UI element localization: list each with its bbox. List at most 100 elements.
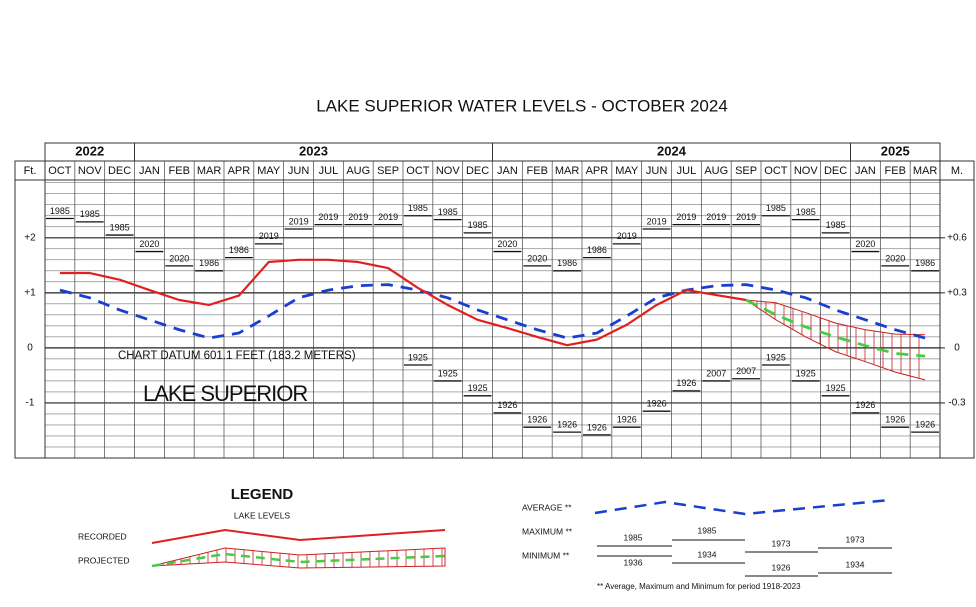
x-tick-label: JUN bbox=[646, 165, 667, 177]
record-year: 1985 bbox=[50, 206, 70, 216]
record-year: 2019 bbox=[676, 212, 696, 222]
y-tick-label: +1 bbox=[24, 287, 36, 298]
record-year: 1926 bbox=[885, 415, 905, 425]
legend-year: 1934 bbox=[846, 559, 865, 569]
record-year: 1926 bbox=[647, 399, 667, 409]
record-year: 1926 bbox=[855, 400, 875, 410]
record-year: 1985 bbox=[408, 203, 428, 213]
series-line bbox=[59, 283, 926, 340]
legend-year: 1985 bbox=[698, 525, 717, 535]
y2-tick-label: +0.6 bbox=[947, 232, 967, 243]
record-year: 1926 bbox=[527, 415, 547, 425]
record-year: 1985 bbox=[826, 220, 846, 230]
x-tick-label: AUG bbox=[704, 165, 728, 177]
record-year: 1985 bbox=[796, 207, 816, 217]
record-year: 2007 bbox=[736, 366, 756, 376]
record-year: 1985 bbox=[468, 220, 488, 230]
legend-subtitle: LAKE LEVELS bbox=[234, 510, 291, 520]
chart-title: LAKE SUPERIOR WATER LEVELS - OCTOBER 202… bbox=[316, 96, 728, 115]
x-tick-label: FEB bbox=[527, 165, 548, 177]
year-label: 2024 bbox=[657, 143, 687, 158]
y-tick-label: +2 bbox=[24, 232, 36, 243]
x-tick-label: JUL bbox=[319, 165, 339, 177]
record-year: 1925 bbox=[438, 368, 458, 378]
record-year: 2019 bbox=[706, 212, 726, 222]
x-tick-label: JAN bbox=[855, 165, 876, 177]
record-year: 2019 bbox=[378, 212, 398, 222]
legend-label: PROJECTED bbox=[78, 555, 129, 565]
legend-title: LEGEND bbox=[231, 486, 294, 503]
y2-axis-label: M. bbox=[951, 165, 963, 177]
legend-band bbox=[151, 547, 446, 569]
x-tick-label: DEC bbox=[108, 165, 131, 177]
x-tick-label: MAR bbox=[913, 165, 938, 177]
legend-label: MINIMUM ** bbox=[522, 550, 570, 560]
record-year: 2020 bbox=[527, 253, 547, 263]
record-year: 1925 bbox=[468, 383, 488, 393]
legend-recorded bbox=[151, 528, 446, 544]
record-year: 1926 bbox=[676, 378, 696, 388]
projection-min bbox=[745, 299, 926, 381]
legend-year: 1973 bbox=[846, 534, 865, 544]
legend-label: MAXIMUM ** bbox=[522, 526, 573, 536]
x-tick-label: JAN bbox=[139, 165, 160, 177]
x-tick-label: DEC bbox=[824, 165, 847, 177]
y-tick-label: 0 bbox=[27, 343, 33, 354]
record-year: 2007 bbox=[706, 368, 726, 378]
record-year: 1925 bbox=[408, 352, 428, 362]
legend-year: 1936 bbox=[624, 557, 643, 567]
record-year: 2019 bbox=[736, 212, 756, 222]
record-year: 2019 bbox=[289, 216, 309, 226]
x-tick-label: NOV bbox=[794, 165, 819, 177]
year-row bbox=[44, 142, 941, 162]
record-year: 1986 bbox=[557, 258, 577, 268]
x-tick-label: DEC bbox=[466, 165, 489, 177]
record-year: 2019 bbox=[318, 212, 338, 222]
x-tick-label: OCT bbox=[48, 165, 72, 177]
record-year: 1985 bbox=[438, 207, 458, 217]
lake-name: LAKE SUPERIOR bbox=[143, 381, 307, 406]
x-tick-label: SEP bbox=[377, 165, 399, 177]
record-year: 1926 bbox=[497, 400, 517, 410]
legend-label: RECORDED bbox=[78, 531, 127, 541]
datum-note: CHART DATUM 601.1 FEET (183.2 METERS) bbox=[118, 350, 356, 362]
x-tick-label: MAR bbox=[555, 165, 580, 177]
x-tick-label: OCT bbox=[406, 165, 430, 177]
series-line bbox=[59, 258, 747, 347]
record-year: 1926 bbox=[557, 420, 577, 430]
record-year: 1985 bbox=[80, 209, 100, 219]
x-tick-label: JUL bbox=[677, 165, 697, 177]
record-year: 2019 bbox=[647, 216, 667, 226]
x-tick-label: JUN bbox=[288, 165, 309, 177]
legend-year: 1926 bbox=[772, 562, 791, 572]
x-tick-label: NOV bbox=[78, 165, 103, 177]
record-year: 1925 bbox=[826, 383, 846, 393]
record-year: 2020 bbox=[169, 253, 189, 263]
projection-max bbox=[746, 299, 926, 336]
record-year: 1985 bbox=[110, 222, 130, 232]
y2-tick-label: +0.3 bbox=[947, 287, 967, 298]
x-tick-label: NOV bbox=[436, 165, 461, 177]
record-year: 1986 bbox=[915, 258, 935, 268]
x-tick-label: MAY bbox=[615, 165, 639, 177]
record-year: 1926 bbox=[617, 415, 637, 425]
x-tick-label: APR bbox=[586, 165, 609, 177]
y-axis-label: Ft. bbox=[24, 165, 37, 177]
year-label: 2023 bbox=[299, 143, 328, 158]
legend-year: 1934 bbox=[698, 549, 717, 559]
record-year: 1925 bbox=[796, 368, 816, 378]
y2-tick-label: -0.3 bbox=[948, 398, 966, 409]
record-year: 1926 bbox=[915, 420, 935, 430]
record-year: 2020 bbox=[885, 253, 905, 263]
x-tick-label: OCT bbox=[764, 165, 788, 177]
record-year: 2020 bbox=[497, 239, 517, 249]
x-tick-label: AUG bbox=[346, 165, 370, 177]
legend-average bbox=[594, 498, 891, 516]
x-tick-label: JAN bbox=[497, 165, 518, 177]
footnote: ** Average, Maximum and Minimum for peri… bbox=[597, 582, 801, 591]
y2-tick-label: 0 bbox=[954, 343, 960, 354]
x-tick-label: APR bbox=[228, 165, 251, 177]
legend-year: 1985 bbox=[624, 532, 643, 542]
x-tick-label: FEB bbox=[169, 165, 190, 177]
